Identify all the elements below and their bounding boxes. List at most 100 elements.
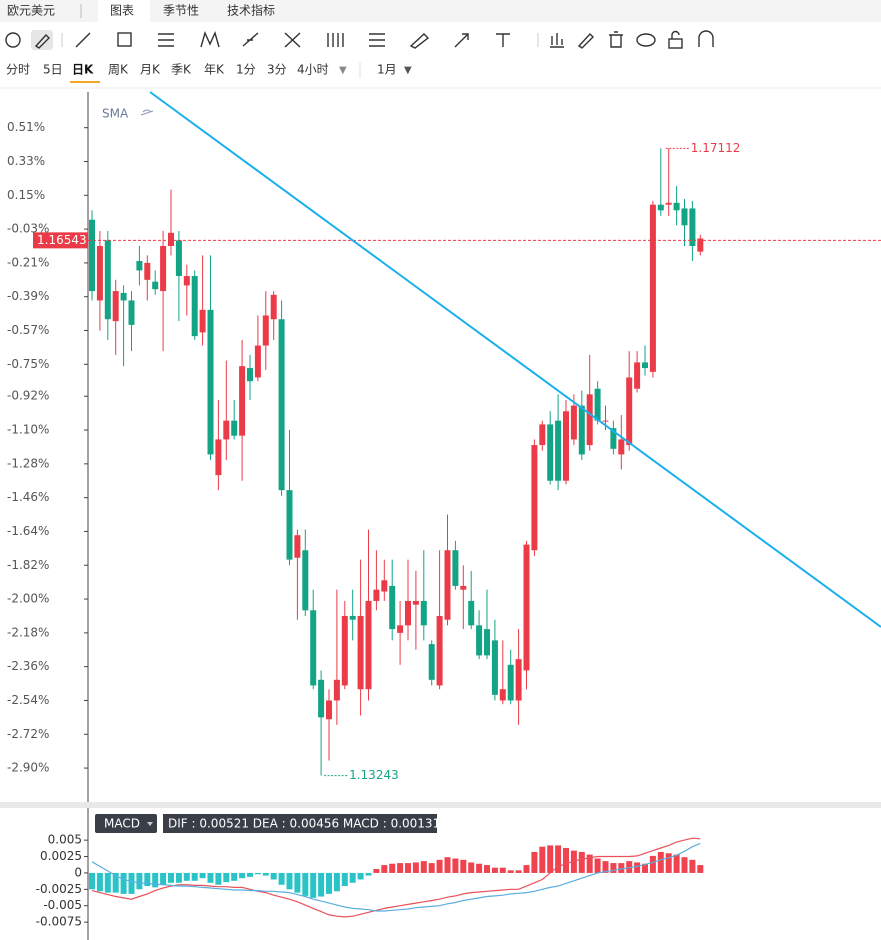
tool-icon[interactable]	[609, 31, 623, 48]
period-option[interactable]: 分时	[6, 63, 30, 77]
macd-bar	[570, 850, 577, 873]
candle-body	[578, 405, 585, 455]
macd-bar	[104, 872, 111, 893]
tool-icon[interactable]	[636, 33, 656, 47]
tool-icon[interactable]	[577, 32, 594, 49]
macd-bar	[286, 872, 293, 890]
tool-icon[interactable]	[496, 33, 510, 47]
period-option[interactable]: 4小时	[297, 63, 329, 77]
active-tab[interactable]	[98, 0, 150, 22]
candle-body	[373, 589, 380, 601]
trend-line[interactable]	[149, 91, 881, 628]
candle-body	[634, 362, 641, 389]
indicator-title[interactable]: MACD	[104, 817, 140, 831]
candle-body	[460, 585, 467, 590]
period-option[interactable]: 季K	[171, 63, 192, 77]
macd-bar	[405, 863, 411, 873]
macd-bar	[254, 872, 261, 875]
candle-body	[476, 625, 483, 656]
candle-body	[262, 315, 269, 346]
period-option[interactable]: 周K	[108, 63, 129, 77]
candle-body	[199, 309, 206, 333]
macd-readout: DIF : 0.00521 DEA : 0.00456 MACD : 0.001…	[168, 817, 440, 831]
candle-body	[365, 600, 372, 690]
macd-bar	[523, 865, 530, 873]
macd-bar	[136, 872, 143, 890]
candle-body	[642, 362, 648, 369]
period-option[interactable]: 3分	[267, 63, 287, 77]
indicator-select[interactable]	[95, 814, 157, 833]
period-option[interactable]: 年K	[204, 63, 225, 77]
macd-bar	[665, 853, 672, 873]
macd-bar	[373, 869, 380, 873]
candle-body	[602, 420, 609, 422]
candle-body	[183, 276, 190, 286]
candle-body	[89, 219, 95, 292]
tool-icon[interactable]	[671, 30, 680, 40]
period-option[interactable]: 5日	[43, 63, 63, 77]
range-select[interactable]: 1月	[377, 63, 397, 77]
candle-body	[626, 377, 633, 446]
tool-icon[interactable]	[117, 32, 132, 47]
tool-icon[interactable]	[668, 38, 683, 49]
period-option[interactable]: 日K	[72, 63, 94, 77]
y-tick-label: -1.28%	[7, 456, 49, 470]
tool-icon[interactable]	[454, 33, 469, 48]
dea-line	[91, 842, 701, 912]
dropdown-arrow[interactable]	[147, 822, 153, 826]
dropdown-arrow[interactable]: ▼	[404, 65, 412, 76]
dropdown-arrow[interactable]: ▼	[339, 65, 347, 76]
macd-bar	[112, 872, 119, 893]
candle-body	[96, 245, 103, 301]
period-option[interactable]: 月K	[140, 63, 161, 77]
candle-body	[531, 445, 538, 551]
tool-icon[interactable]	[75, 32, 91, 48]
tool-icon[interactable]	[284, 32, 301, 48]
macd-bar	[389, 863, 396, 873]
candle-body	[428, 644, 435, 680]
macd-bar	[397, 863, 404, 873]
y-tick-label: -0.92%	[7, 389, 49, 403]
tool-icon[interactable]	[158, 33, 174, 47]
candle-body	[302, 550, 309, 611]
macd-bar	[499, 867, 506, 873]
readout-box	[163, 814, 437, 833]
y-tick-label: -0.57%	[7, 323, 49, 337]
macd-bar	[460, 859, 467, 873]
symbol-name: 欧元美元	[7, 4, 55, 18]
macd-bar	[191, 872, 198, 881]
low-annotation: 1.13243	[349, 768, 399, 782]
tool-icon[interactable]	[698, 30, 714, 47]
tab[interactable]: 季节性	[163, 4, 199, 18]
macd-bar	[278, 872, 285, 885]
tool-icon[interactable]	[34, 33, 50, 49]
macd-bar	[231, 872, 238, 881]
macd-bar	[128, 872, 135, 894]
macd-bar	[444, 857, 451, 873]
macd-bar	[215, 872, 222, 885]
tool-icon[interactable]	[5, 32, 21, 48]
candle-body	[168, 232, 174, 246]
tab-bar	[0, 0, 881, 22]
y-tick-label: -0.03%	[7, 222, 49, 236]
macd-bar	[302, 872, 309, 896]
tool-icon[interactable]	[242, 32, 259, 47]
candle-body	[254, 345, 261, 378]
tab[interactable]: 图表	[110, 4, 134, 18]
tab[interactable]: 技术指标	[227, 3, 275, 18]
macd-bar	[649, 855, 656, 873]
y-tick-label: -1.46%	[7, 490, 49, 504]
tool-icon[interactable]	[200, 30, 220, 48]
candle-body	[104, 240, 111, 320]
eye-icon[interactable]	[140, 109, 154, 116]
tool-icon[interactable]	[327, 33, 344, 47]
candle-body	[152, 281, 159, 290]
tool-icon[interactable]	[550, 33, 564, 48]
tool-icon[interactable]	[409, 33, 430, 49]
tool-icon[interactable]	[369, 33, 385, 47]
macd-bar	[357, 872, 364, 880]
candle-body	[239, 366, 246, 436]
macd-bar	[436, 859, 443, 873]
candle-body	[515, 659, 522, 701]
period-option[interactable]: 1分	[236, 63, 256, 77]
